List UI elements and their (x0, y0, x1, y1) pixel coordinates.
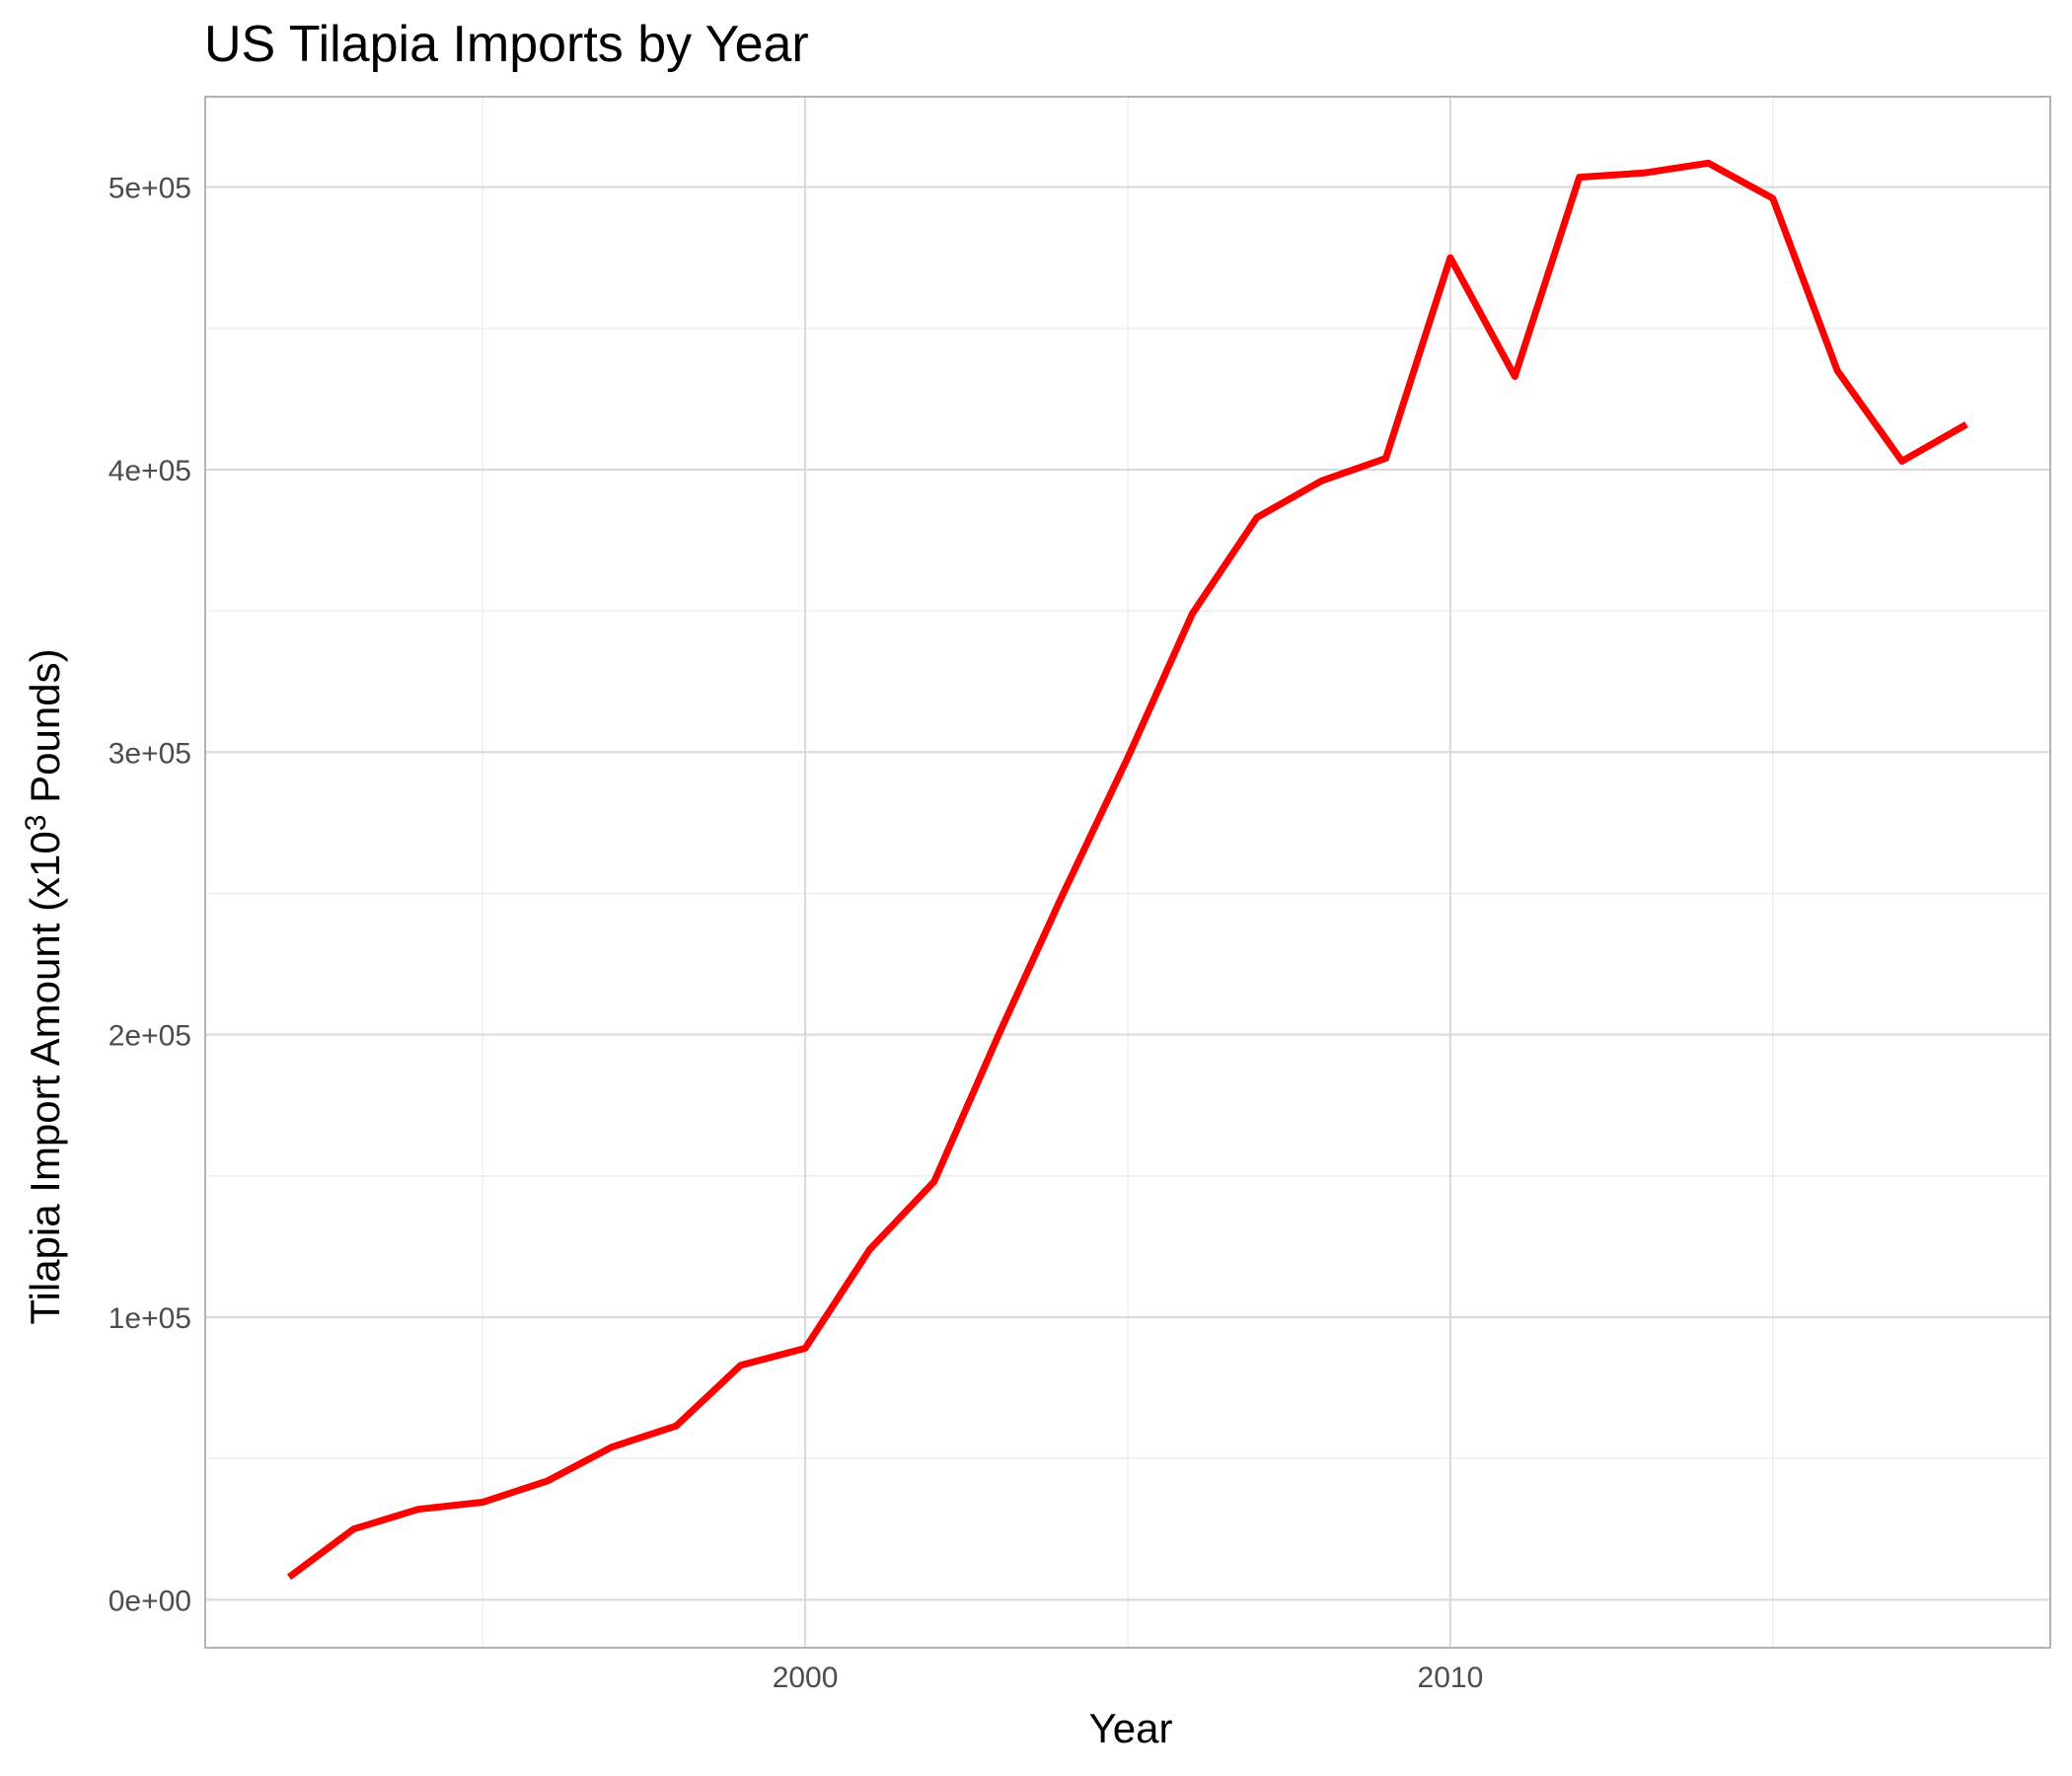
panel-border (204, 96, 2051, 1649)
series-layer (286, 159, 1968, 1581)
y-tick-label: 5e+05 (109, 173, 191, 205)
grid-major (204, 96, 2051, 1649)
x-axis-title: Year (1089, 1705, 1173, 1751)
y-axis-title: Tilapia Import Amount (x103 Pounds) (20, 648, 68, 1324)
y-tick-label: 0e+00 (109, 1585, 191, 1617)
y-tick-label: 4e+05 (109, 455, 191, 487)
y-tick-label: 3e+05 (109, 737, 191, 770)
y-tick-label: 2e+05 (109, 1020, 191, 1053)
y-tick-label: 1e+05 (109, 1302, 191, 1335)
x-axis-ticks: 2000 2010 (773, 1662, 1484, 1694)
y-axis-title-prefix: Tilapia Import Amount (x10 (22, 831, 68, 1324)
chart-title: US Tilapia Imports by Year (204, 16, 809, 73)
grid-minor (205, 97, 2050, 1648)
series-line (286, 159, 1968, 1581)
y-axis-ticks: 0e+00 1e+05 2e+05 3e+05 4e+05 5e+05 (109, 173, 191, 1618)
y-axis-title-superscript: 3 (20, 815, 52, 832)
x-tick-label: 2000 (773, 1662, 839, 1694)
y-axis-title-suffix: Pounds) (22, 648, 68, 814)
x-tick-label: 2010 (1418, 1662, 1484, 1694)
plot-panel (204, 96, 2051, 1649)
